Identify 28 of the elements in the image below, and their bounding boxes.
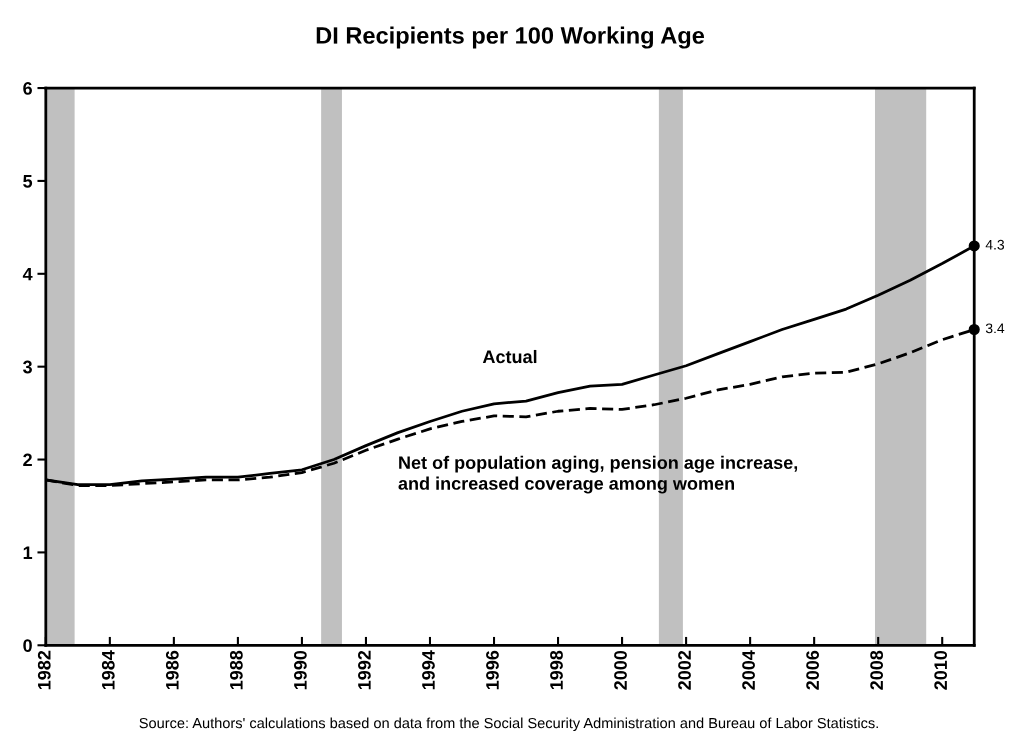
x-tick-label: 1990 <box>293 650 307 690</box>
y-tick-label: 5 <box>23 175 33 188</box>
x-tick-label: 2004 <box>742 650 755 690</box>
data-label: 4.3 <box>985 239 1005 250</box>
x-tick-label: 1984 <box>101 650 115 690</box>
x-tick-label: 1994 <box>422 650 435 690</box>
x-tick-label: 1986 <box>165 650 179 690</box>
series-label: Net of population aging, pension age increase, and increased coverage among women <box>398 455 798 494</box>
y-tick-label: 3 <box>22 360 32 374</box>
x-tick-label: 2010 <box>934 650 948 690</box>
data-label: 3.4 <box>985 323 1005 334</box>
x-tick-label: 1982 <box>37 650 51 690</box>
series-label: Actual <box>482 349 537 364</box>
x-tick-label: 1992 <box>358 650 371 690</box>
source-note: Source: Authors' calculations based on data from the Social Security Administration and Bureau of Labor Statistics. <box>139 717 878 732</box>
chart-title: DI Recipients per 100 Working Age <box>316 26 705 49</box>
x-tick-label: 1988 <box>229 650 243 690</box>
y-tick-label: 2 <box>23 453 32 467</box>
x-tick-label: 2008 <box>870 650 884 690</box>
x-tick-label: 2000 <box>614 650 627 690</box>
y-tick-label: 4 <box>22 267 33 281</box>
y-tick-label: 6 <box>23 81 32 95</box>
x-tick-label: 2006 <box>806 650 819 690</box>
x-tick-label: 2002 <box>678 650 691 690</box>
y-tick-label: 1 <box>23 546 33 559</box>
x-tick-label: 1996 <box>486 650 499 690</box>
y-tick-label: 0 <box>23 639 32 652</box>
x-tick-label: 1998 <box>550 650 563 690</box>
